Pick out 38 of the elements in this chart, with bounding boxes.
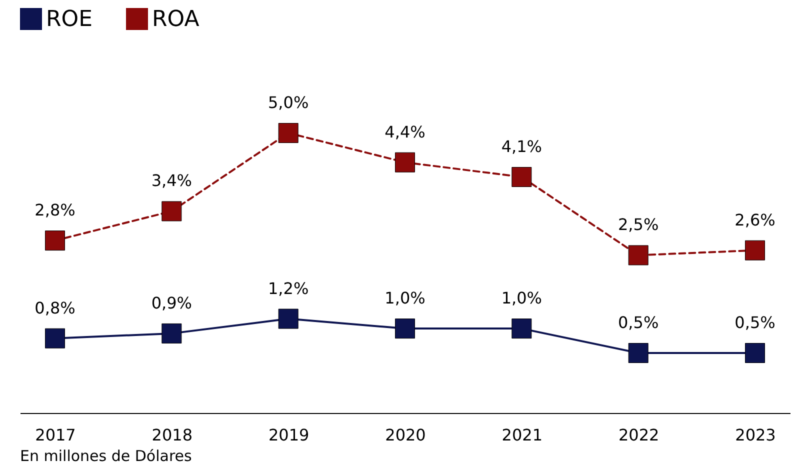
x-tick-label: 2018 [152, 426, 193, 444]
x-tick-label: 2022 [618, 426, 660, 444]
x-tick-label: 2021 [502, 426, 543, 444]
legend-label: ROE [46, 7, 93, 32]
data-label: 0,8% [34, 298, 76, 318]
data-label: 1,2% [268, 278, 309, 298]
x-tick-label: 2017 [35, 426, 76, 444]
point [512, 318, 532, 339]
data-label: 4,1% [501, 137, 542, 156]
data-label: 1,0% [384, 288, 426, 308]
text: En millones de Dólares [20, 447, 192, 465]
data-label: 1,0% [501, 288, 542, 308]
point [45, 328, 65, 348]
data-label: 4,4% [384, 122, 426, 142]
data-label: 5,0% [268, 93, 309, 112]
point [395, 318, 415, 339]
point [45, 230, 65, 251]
data-label: 0,5% [618, 313, 659, 332]
point [745, 240, 765, 260]
point [395, 152, 415, 172]
x-tick-label: 2019 [268, 426, 310, 444]
point [628, 343, 648, 363]
point [162, 201, 182, 222]
data-label: 2,6% [734, 210, 776, 230]
point [628, 245, 648, 266]
data-label: 0,9% [151, 293, 192, 312]
x-tick-label: 2020 [385, 426, 426, 444]
point [278, 308, 298, 329]
x-tick-label: 2023 [735, 426, 776, 444]
point [278, 123, 298, 143]
data-label: 0,5% [734, 313, 776, 332]
legend-label: ROA [152, 7, 200, 32]
data-label: 2,8% [34, 200, 76, 220]
point [512, 167, 532, 187]
data-label: 3,4% [151, 171, 192, 190]
point [162, 323, 182, 344]
point [745, 343, 765, 363]
data-label: 2,5% [618, 215, 659, 234]
